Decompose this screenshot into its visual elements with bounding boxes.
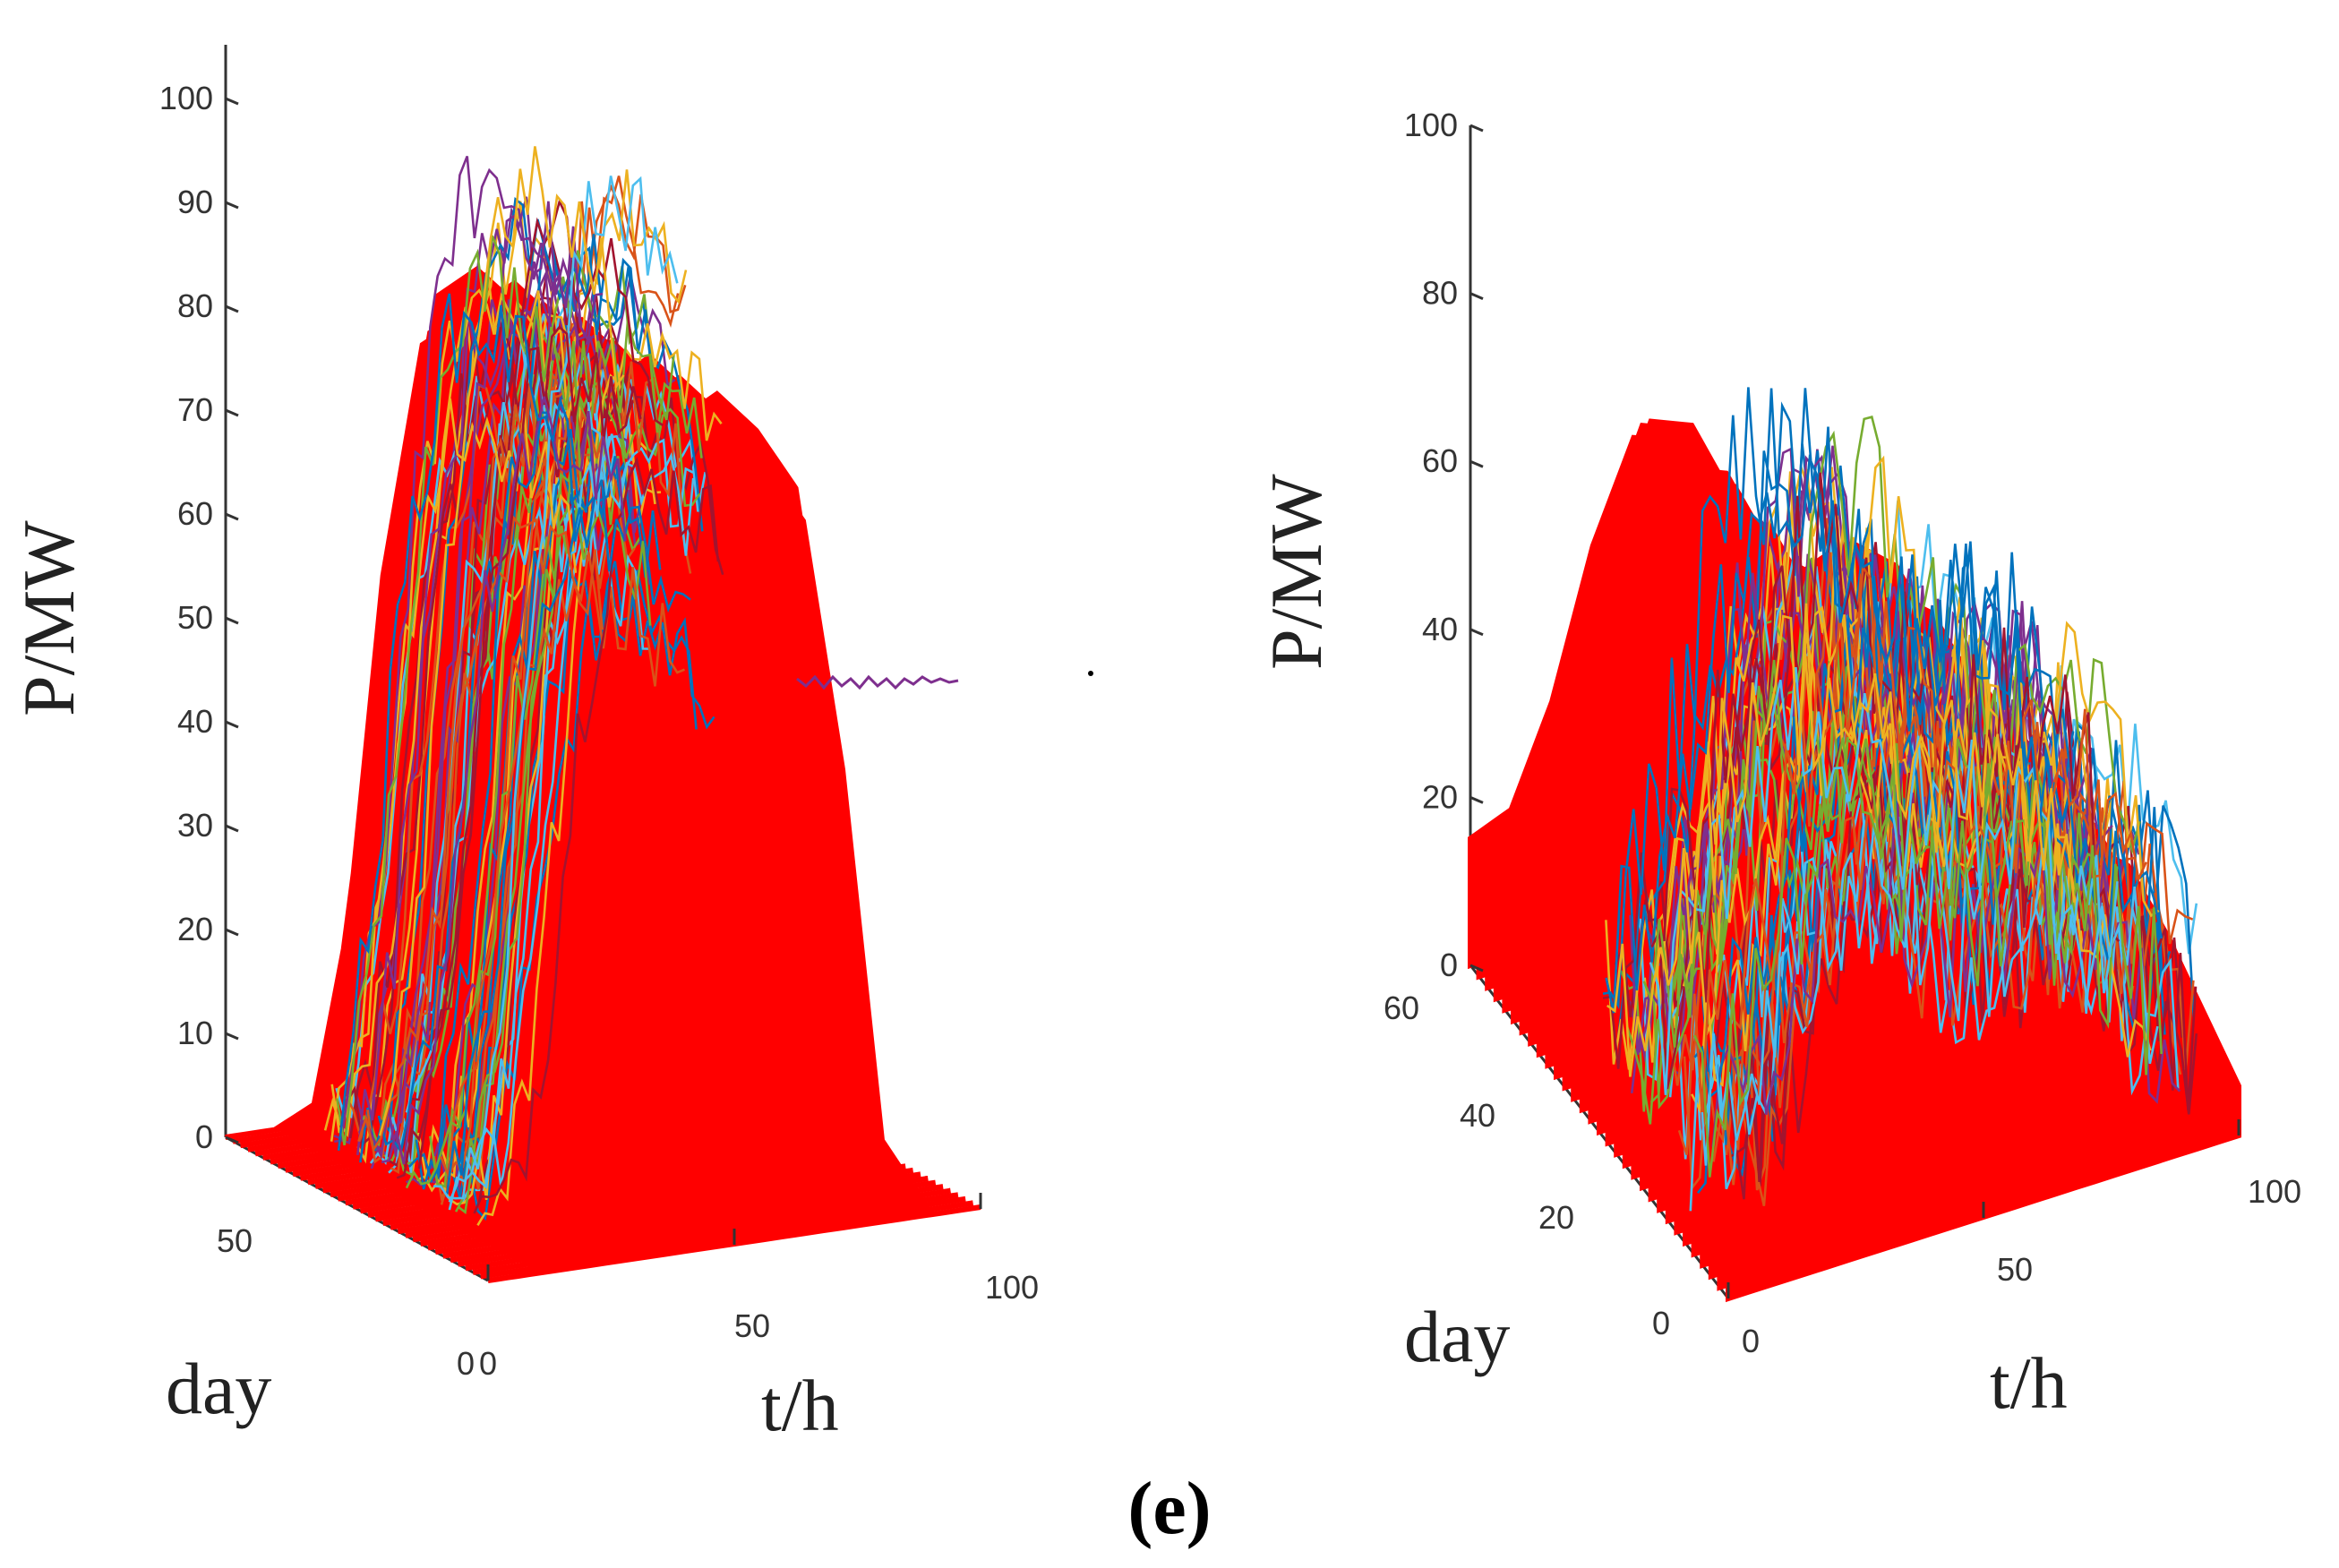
left-z-tick-mark <box>225 97 239 106</box>
left-z-tick-mark <box>225 616 239 625</box>
left-scenario-line <box>417 198 664 1170</box>
left-scenario-line <box>357 514 604 1153</box>
left-y-tick-0: 0 <box>479 1345 497 1382</box>
left-z-tick-mark <box>225 512 239 521</box>
left-x-tick-100: 100 <box>985 1269 1039 1306</box>
right-z-tick-label: 100 <box>1404 107 1458 143</box>
right-z-tick-mark <box>1469 964 1484 973</box>
right-scenario-line <box>1693 619 2163 1099</box>
left-z-axis-label: P/MW <box>8 520 90 716</box>
left-scenario-line <box>476 323 723 1226</box>
left-scenario-lines-front <box>330 146 720 1214</box>
left-z-tick-mark <box>225 408 239 417</box>
stray-dot <box>1088 671 1093 676</box>
left-scenario-line <box>381 396 627 1165</box>
left-z-tick-mark <box>225 720 239 729</box>
right-z-tick-mark <box>1469 292 1484 300</box>
right-z-tick-label: 20 <box>1422 778 1458 815</box>
chart-right: 0 20 40 60 80 100 0 50 100 60 40 20 0 P/MW da… <box>1255 107 2301 1424</box>
left-t-axis-label: t/h <box>761 1365 839 1446</box>
left-scenario-line <box>378 146 625 1136</box>
right-z-tick-mark <box>1469 124 1484 133</box>
left-z-tick-label: 100 <box>159 80 213 116</box>
left-z-tick-label: 60 <box>177 495 213 532</box>
left-z-tick-label: 0 <box>195 1118 213 1155</box>
right-y-tick-60: 60 <box>1384 990 1419 1026</box>
figure-caption: (e) <box>1127 1467 1211 1550</box>
left-z-tick-label: 80 <box>177 287 213 324</box>
left-scenario-line <box>357 214 604 1160</box>
right-z-tick-label: 40 <box>1422 611 1458 647</box>
left-x-tick-0: 0 <box>457 1345 475 1382</box>
right-scenario-line <box>1711 784 2181 1148</box>
right-x-tick-50: 50 <box>1997 1251 2033 1288</box>
right-scenario-line <box>1677 563 2147 1155</box>
right-t-axis-label: t/h <box>1990 1342 2068 1424</box>
left-z-tick-label: 70 <box>177 391 213 428</box>
left-scenario-line <box>473 456 720 1214</box>
left-day-axis-label: day <box>166 1348 271 1429</box>
right-scenario-lines-front <box>1602 387 2198 1212</box>
left-scenario-line <box>445 479 691 1198</box>
left-scenario-line <box>356 373 601 1149</box>
chart-left: 0 10 20 30 40 50 60 70 80 90 100 0 0 50 100 50 P/M… <box>8 45 1039 1446</box>
right-z-axis-label: P/MW <box>1255 474 1337 670</box>
left-y-tick-50: 50 <box>217 1222 253 1259</box>
left-z-tick-label: 30 <box>177 807 213 844</box>
left-z-tick-mark <box>225 304 239 313</box>
left-z-tick-mark <box>225 928 239 937</box>
right-scenario-line <box>1726 640 2196 1178</box>
left-z-tick-mark <box>225 1135 239 1144</box>
left-scenario-line <box>337 293 584 1151</box>
left-scenario-line <box>433 176 679 1200</box>
right-z-tick-label: 0 <box>1440 947 1458 983</box>
left-z-tick-label: 20 <box>177 911 213 947</box>
right-x-tick-100: 100 <box>2248 1173 2301 1210</box>
right-z-tick-label: 80 <box>1422 275 1458 312</box>
right-y-tick-40: 40 <box>1460 1097 1495 1134</box>
left-z-tick-label: 10 <box>177 1015 213 1051</box>
left-scenario-line <box>336 235 582 1146</box>
right-scenario-line <box>1629 447 2099 1055</box>
right-y-tick-0: 0 <box>1652 1305 1670 1341</box>
right-y-tick-20: 20 <box>1538 1199 1574 1236</box>
right-day-axis-label: day <box>1404 1296 1510 1377</box>
left-outlier-trace <box>796 674 959 690</box>
right-z-ticks: 0 20 40 60 80 100 <box>1404 107 1484 983</box>
right-scenario-line <box>1602 387 2071 1010</box>
right-scenario-line <box>1689 823 2159 1212</box>
left-scenario-line <box>405 508 652 1189</box>
left-z-tick-label: 90 <box>177 184 213 220</box>
left-z-tick-label: 50 <box>177 599 213 636</box>
right-z-tick-mark <box>1469 459 1484 468</box>
right-z-tick-label: 60 <box>1422 442 1458 479</box>
right-z-tick-mark <box>1469 796 1484 804</box>
left-scenario-line <box>370 261 617 1170</box>
left-scenario-line <box>448 433 694 1203</box>
left-z-tick-mark <box>225 201 239 210</box>
right-scenario-line <box>1606 603 2076 1077</box>
right-x-tick-0: 0 <box>1742 1323 1760 1359</box>
left-scenario-line <box>469 577 715 1221</box>
right-z-tick-mark <box>1469 628 1484 637</box>
left-x-tick-50: 50 <box>734 1307 770 1344</box>
right-scenario-line <box>1650 472 2121 1090</box>
left-z-tick-label: 40 <box>177 703 213 740</box>
left-z-tick-mark <box>225 1032 239 1041</box>
left-scenario-line <box>440 552 685 1178</box>
left-z-tick-mark <box>225 824 239 833</box>
right-scenario-line <box>1649 666 2119 1095</box>
left-z-ticks: 0 10 20 30 40 50 60 70 80 90 100 <box>159 80 239 1155</box>
